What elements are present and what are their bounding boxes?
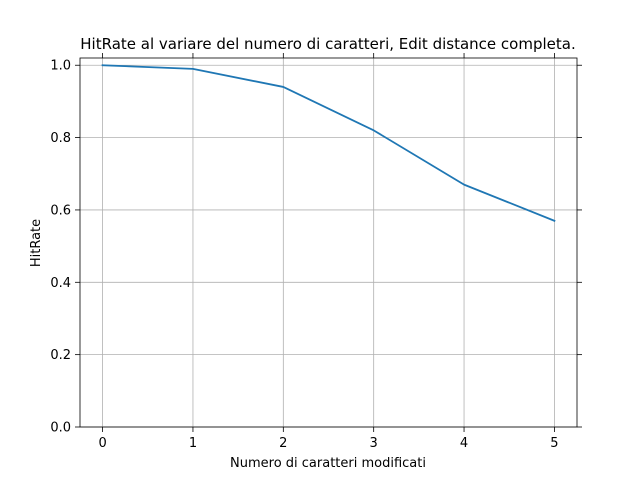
x-tick-label-2: 2 [279, 436, 287, 451]
x-tick-label-3: 3 [370, 436, 378, 451]
x-tick-label-5: 5 [550, 436, 558, 451]
y-tick-label-3: 0.6 [50, 203, 71, 218]
ticks: 0 1 2 3 4 5 0.0 0.2 0.4 0.6 0.8 1.0 [50, 53, 582, 451]
x-axis-label: Numero di caratteri modificati [230, 456, 426, 471]
x-tick-label-4: 4 [460, 436, 468, 451]
y-tick-label-2: 0.4 [50, 276, 71, 291]
chart-title: HitRate al variare del numero di caratte… [80, 35, 575, 53]
y-axis-label: HitRate [29, 219, 44, 267]
y-tick-label-5: 1.0 [50, 59, 71, 74]
x-tick-label-1: 1 [189, 436, 197, 451]
y-tick-label-0: 0.0 [50, 421, 71, 436]
y-tick-label-4: 0.8 [50, 131, 71, 146]
series-group [101, 64, 556, 222]
x-tick-label-0: 0 [98, 436, 106, 451]
axes-frame [79, 57, 578, 428]
series-line-0 [101, 64, 556, 222]
y-tick-label-1: 0.2 [50, 348, 71, 363]
